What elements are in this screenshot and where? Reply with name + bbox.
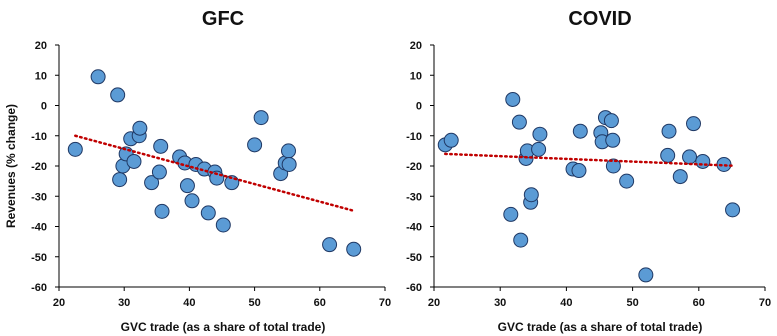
y-tick-label: -50 xyxy=(406,252,422,264)
data-point xyxy=(672,169,688,185)
y-tick-label: -10 xyxy=(406,131,422,143)
data-point xyxy=(532,126,548,142)
data-point xyxy=(503,206,519,222)
data-point xyxy=(513,232,529,248)
y-tick-label: -30 xyxy=(31,191,47,203)
y-tick-label: -20 xyxy=(31,161,47,173)
y-tick-label: 10 xyxy=(410,70,422,82)
x-tick-label: 70 xyxy=(759,297,771,309)
data-point xyxy=(200,205,216,221)
panel-title: GFC xyxy=(202,8,244,30)
data-point xyxy=(281,143,297,159)
y-tick-label: 0 xyxy=(416,101,422,113)
data-point xyxy=(523,187,539,203)
data-point xyxy=(144,175,160,191)
chart-panel-1: GFC 20 10 0 -10 -20 -30 -40 -50 -60 20 30 40 50 60 70 GV… xyxy=(4,8,391,334)
data-point xyxy=(346,241,362,257)
x-tick-label: 30 xyxy=(494,297,506,309)
data-point xyxy=(505,91,521,107)
data-point xyxy=(695,153,711,169)
data-point xyxy=(572,123,588,139)
data-point xyxy=(686,116,702,132)
data-point xyxy=(110,87,126,103)
x-axis-label: GVC trade (as a share of total trade) xyxy=(498,320,703,334)
data-point xyxy=(112,172,128,188)
panel-title: COVID xyxy=(568,8,631,30)
data-point xyxy=(90,69,106,85)
y-tick-label: -50 xyxy=(31,252,47,264)
data-point xyxy=(619,173,635,189)
x-tick-label: 20 xyxy=(53,297,65,309)
trend-line xyxy=(444,152,734,167)
data-point xyxy=(247,137,263,153)
y-tick-label: -40 xyxy=(406,222,422,234)
data-point xyxy=(215,217,231,233)
data-point xyxy=(322,237,338,253)
data-point xyxy=(638,267,654,283)
x-tick-label: 40 xyxy=(560,297,572,309)
data-point xyxy=(151,164,167,180)
y-tick-label: -20 xyxy=(406,161,422,173)
data-point xyxy=(184,193,200,209)
data-point xyxy=(132,120,148,136)
data-point xyxy=(126,153,142,169)
data-point xyxy=(660,147,676,163)
data-point xyxy=(725,202,741,218)
data-point xyxy=(253,110,269,126)
data-point xyxy=(443,132,459,148)
data-point xyxy=(281,156,297,172)
data-point xyxy=(67,141,83,157)
x-tick-label: 50 xyxy=(626,297,638,309)
data-point xyxy=(682,149,698,165)
y-tick-label: -10 xyxy=(31,131,47,143)
x-tick-label: 30 xyxy=(118,297,130,309)
x-tick-label: 40 xyxy=(183,297,195,309)
y-tick-label: -40 xyxy=(31,222,47,234)
y-tick-label: -60 xyxy=(31,282,47,294)
y-tick-label: 20 xyxy=(35,40,47,52)
data-point xyxy=(153,138,169,154)
trend-line xyxy=(74,134,355,213)
x-axis-label: GVC trade (as a share of total trade) xyxy=(121,320,326,334)
data-point xyxy=(605,158,621,174)
chart-panel-2: COVID 20 10 0 -10 -20 -30 -40 -50 -60 20 30 40 50 60 70… xyxy=(406,8,771,334)
data-point xyxy=(511,114,527,130)
y-axis-label: Revenues (% change) xyxy=(4,104,18,228)
x-tick-label: 60 xyxy=(693,297,705,309)
data-point xyxy=(661,123,677,139)
y-tick-label: -60 xyxy=(406,282,422,294)
data-point xyxy=(605,132,621,148)
data-point xyxy=(179,178,195,194)
data-point xyxy=(603,113,619,129)
x-tick-label: 20 xyxy=(428,297,440,309)
data-point xyxy=(571,163,587,179)
x-tick-label: 50 xyxy=(248,297,260,309)
data-point xyxy=(531,141,547,157)
x-tick-label: 70 xyxy=(379,297,391,309)
y-tick-label: 20 xyxy=(410,40,422,52)
x-tick-label: 60 xyxy=(314,297,326,309)
y-tick-label: 0 xyxy=(41,101,47,113)
data-point xyxy=(154,203,170,219)
y-tick-label: -30 xyxy=(406,191,422,203)
y-tick-label: 10 xyxy=(35,70,47,82)
